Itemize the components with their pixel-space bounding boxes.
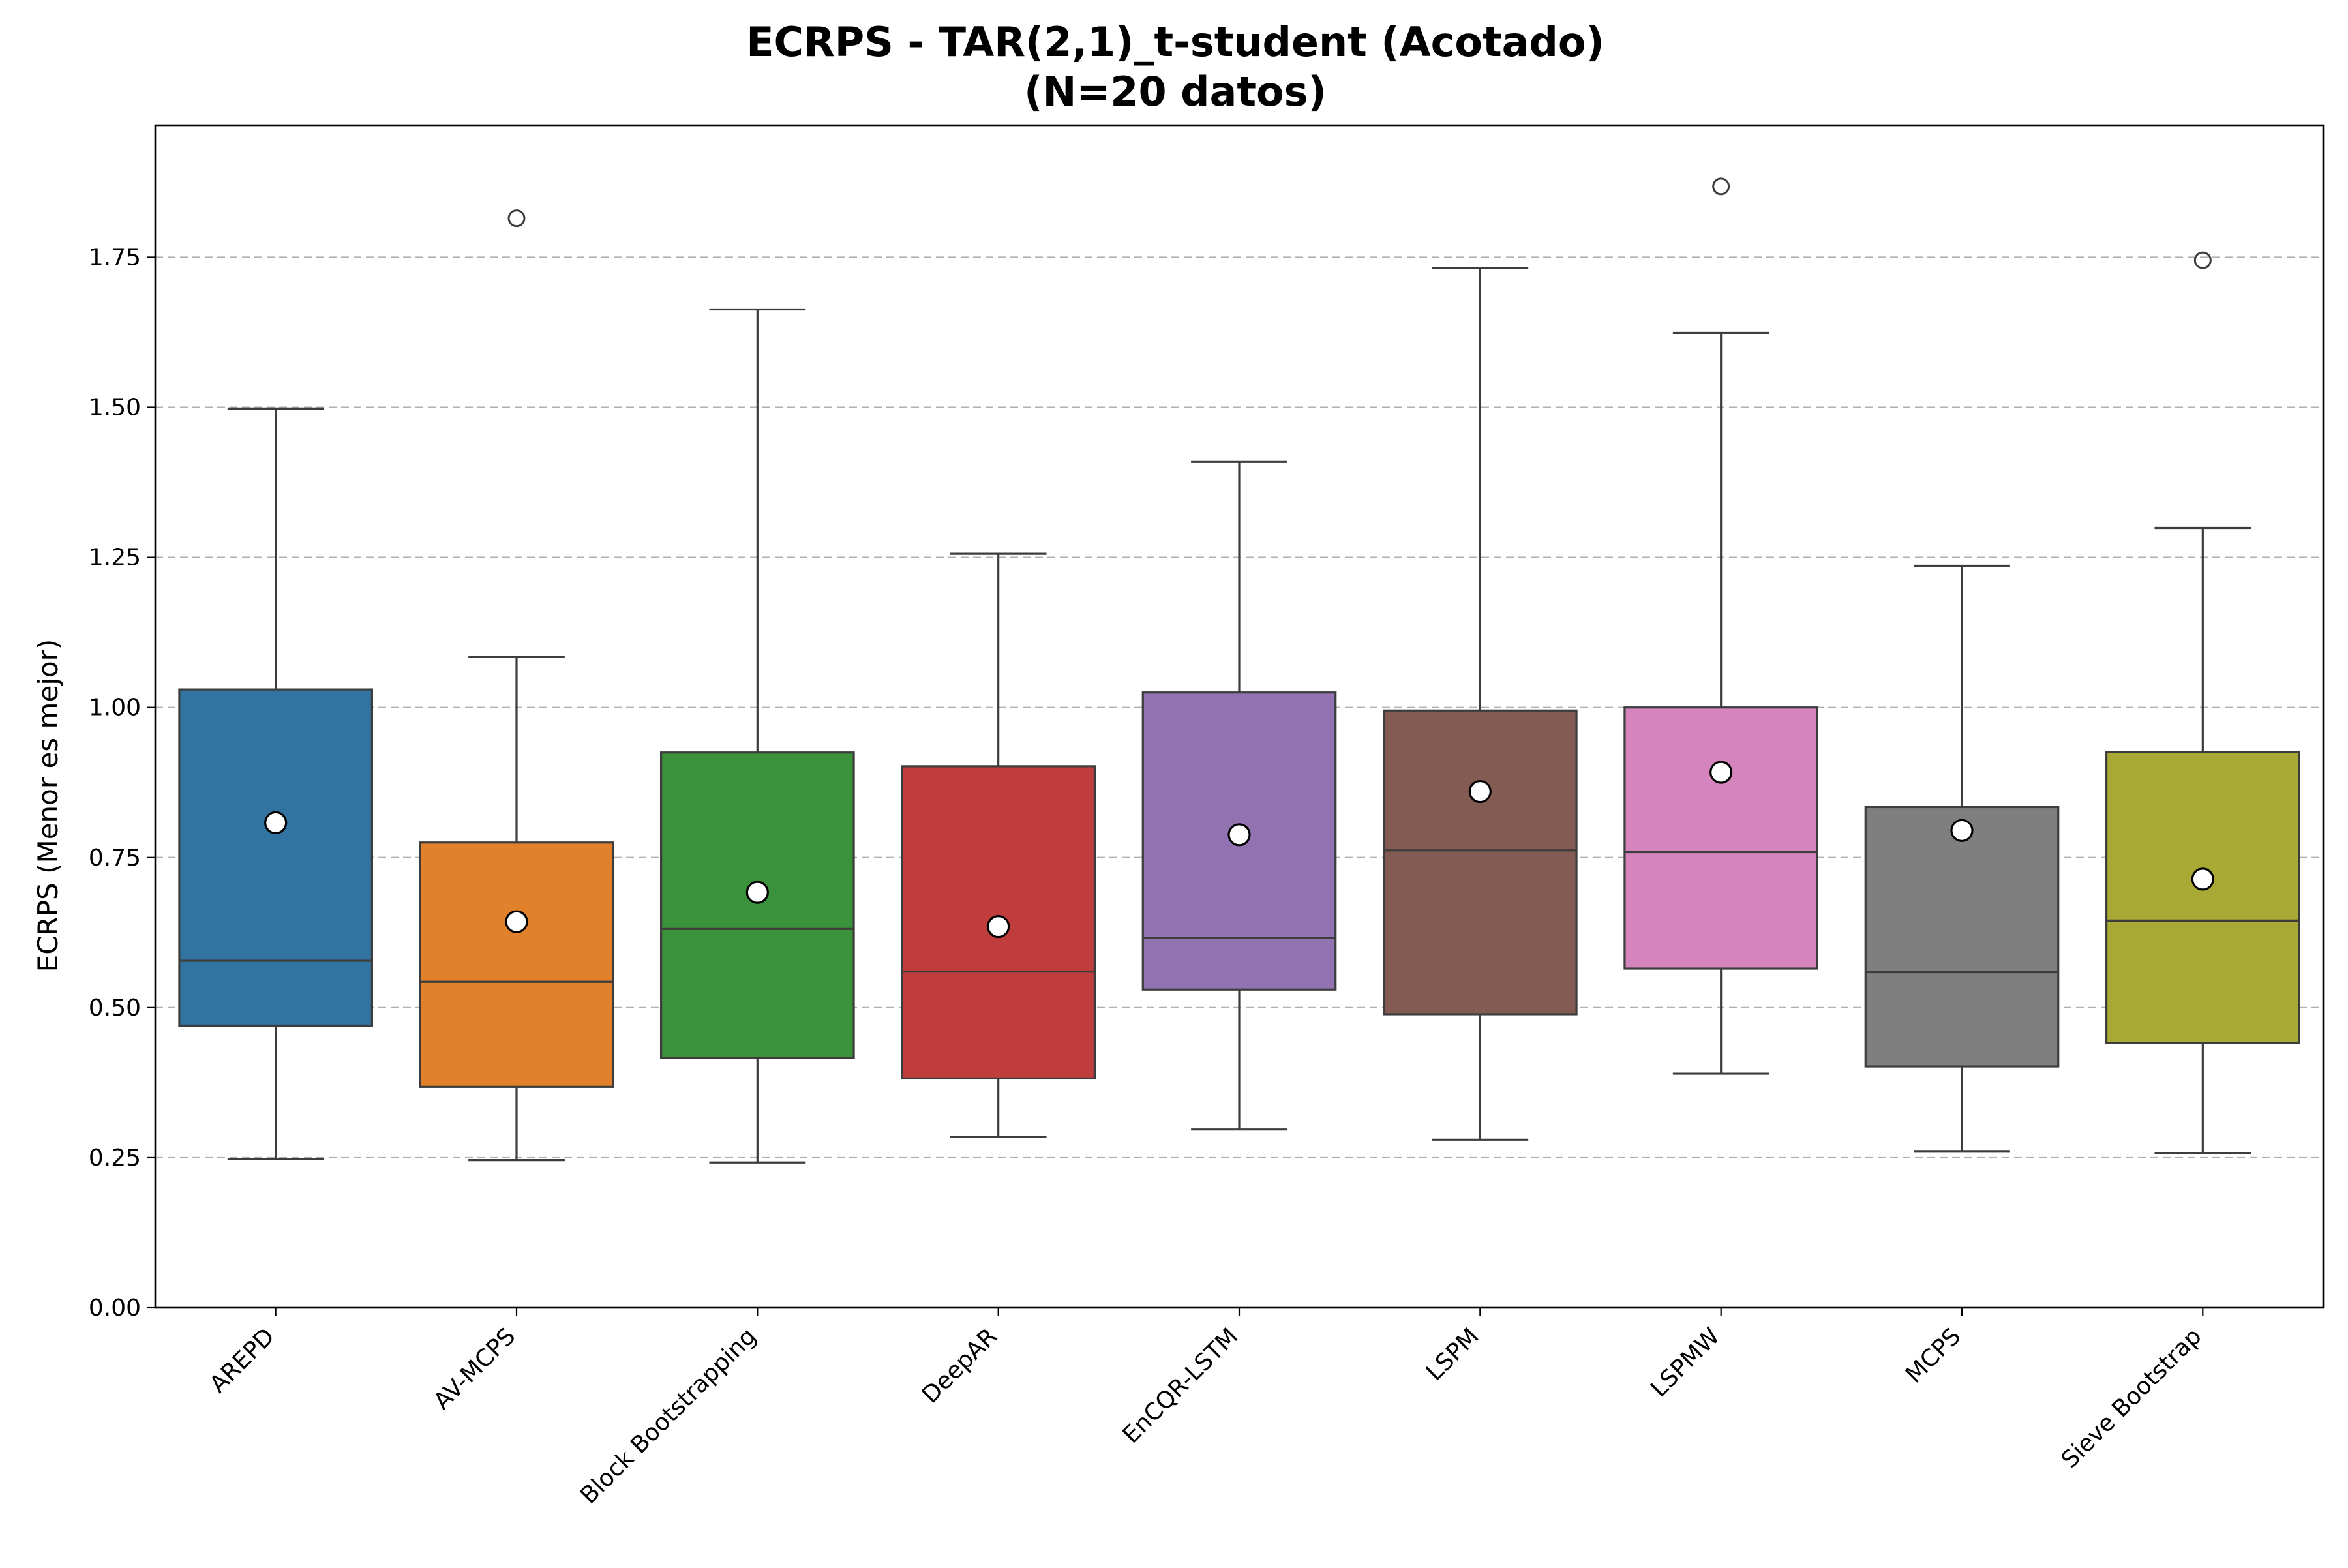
x-tick-label: Block Bootstrapping [575,1323,762,1509]
mean-marker [1709,761,1733,784]
y-tick-label: 0.50 [89,995,141,1021]
x-tick-label: Sieve Bootstrap [2056,1323,2207,1473]
box [2105,751,2300,1044]
box [178,688,373,1027]
box-group [1623,177,1819,1075]
mean-marker [987,915,1010,939]
x-tick-label: AREPD [205,1323,280,1398]
mean-marker [745,881,769,904]
box-group [1383,267,1578,1141]
y-axis-label: ECRPS (Menor es mejor) [32,639,64,972]
box-group [1141,460,1337,1131]
y-tick-label: 0.25 [89,1145,141,1171]
outlier-point [2193,251,2212,269]
box [1623,706,1819,970]
outlier-point [1712,177,1730,196]
mean-marker [1950,819,1974,842]
box [1864,806,2060,1068]
x-tick-label: DeepAR [917,1323,1002,1408]
mean-marker [1468,779,1492,804]
box-group [1864,564,2060,1153]
box-group [659,308,855,1164]
y-tick-label: 1.00 [89,695,141,721]
mean-marker [505,910,528,933]
box [1383,709,1578,1016]
mean-marker [264,811,288,834]
y-tick-label: 0.75 [89,845,141,871]
x-tick-label: EnCQR-LSTM [1118,1323,1244,1449]
mean-marker [1227,823,1251,847]
x-tick-label: LSPMW [1646,1323,1725,1402]
y-tick-label: 1.75 [89,244,141,271]
box-group [2105,251,2300,1154]
plot-frame [154,124,2325,1309]
outlier-point [507,209,526,228]
box-group [178,407,373,1160]
x-tick-label: LSPM [1421,1323,1484,1386]
box-group [419,209,614,1162]
y-tick-label: 1.50 [89,395,141,421]
box [419,841,614,1088]
boxes [178,177,2300,1164]
box [659,751,855,1059]
x-tick-label: AV-MCPS [429,1323,520,1415]
chart-title: ECRPS - TAR(2,1)_t-student (Acotado) [746,18,1604,66]
box-group [901,552,1096,1138]
x-tick-label: MCPS [1901,1323,1966,1388]
mean-marker [2191,867,2214,891]
y-tick-label: 1.25 [89,545,141,571]
y-tick-label: 0.00 [89,1295,141,1321]
chart-subtitle: (N=20 datos) [1024,68,1327,115]
